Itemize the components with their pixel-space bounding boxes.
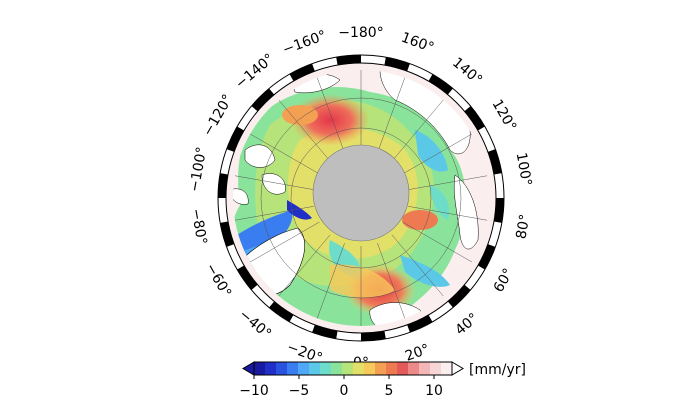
frame-tick-segment xyxy=(237,265,258,290)
meridian-line xyxy=(402,130,479,175)
colorbar: −10 −5 0 5 10 xyxy=(239,361,464,399)
meridian-line xyxy=(391,94,448,162)
longitude-label: −120° xyxy=(200,92,237,139)
colorbar-swatch xyxy=(353,362,365,375)
colorbar-swatch xyxy=(276,362,288,375)
meridian-line xyxy=(408,174,489,190)
frame-tick-segment xyxy=(269,301,294,322)
colorbar-tick-label: −5 xyxy=(289,383,310,399)
frame-tick-segment xyxy=(312,324,338,339)
meridian-line xyxy=(402,221,479,266)
frame-tick-segment xyxy=(487,149,502,175)
frame-tick-segment xyxy=(477,244,496,270)
colorbar-swatch xyxy=(430,362,442,375)
longitude-label: −40° xyxy=(236,307,274,343)
longitude-label: −180° xyxy=(338,25,383,41)
graticule xyxy=(233,70,489,326)
longitude-label: −100° xyxy=(187,146,211,194)
frame-tick-segment xyxy=(220,221,235,247)
colorbar-tick-label: 0 xyxy=(340,383,349,399)
colorbar-swatch xyxy=(419,362,431,375)
colorbar-frame xyxy=(253,361,453,376)
parallel-circle xyxy=(260,97,462,299)
map-frame-ticks xyxy=(218,55,504,341)
longitude-label: 160° xyxy=(399,30,436,57)
meridian-line xyxy=(233,174,314,190)
frame-tick-segment xyxy=(464,106,485,131)
meridian-line xyxy=(377,243,408,325)
longitude-label: −160° xyxy=(280,28,328,59)
colorbar-swatch xyxy=(309,362,321,375)
longitude-label: −140° xyxy=(232,51,277,92)
colorbar-swatch xyxy=(375,362,387,375)
frame-tick-segment xyxy=(289,63,315,82)
frame-tick-segment xyxy=(226,126,245,152)
colorbar-tick-label: 10 xyxy=(425,383,443,399)
colorbar-swatch xyxy=(397,362,409,375)
colorbar-swatch xyxy=(287,362,299,375)
parallel-circle xyxy=(290,127,432,269)
colorbar-swatch xyxy=(386,362,398,375)
longitude-label: −60° xyxy=(202,261,234,301)
colorbar-swatch xyxy=(408,362,420,375)
longitude-label: −80° xyxy=(187,207,209,246)
frame-tick-segment xyxy=(360,330,386,341)
frame-tick-segment xyxy=(384,57,410,72)
meridian-line xyxy=(408,206,489,222)
longitude-label: 100° xyxy=(513,151,535,187)
colorbar-swatch xyxy=(364,362,376,375)
longitude-label: 120° xyxy=(489,97,520,134)
longitude-label: 40° xyxy=(452,310,481,338)
frame-tick-segment xyxy=(407,314,433,333)
colorbar-tick-label: −10 xyxy=(239,383,269,399)
colorbar-min-triangle xyxy=(242,361,255,376)
colorbar-tick-label: 5 xyxy=(385,383,394,399)
frame-tick-segment xyxy=(218,173,229,199)
meridian-line xyxy=(377,71,408,153)
frame-tick-segment xyxy=(336,55,362,66)
frame-tick-segment xyxy=(428,74,453,95)
colorbar-swatch xyxy=(298,362,310,375)
colorbar-max-triangle xyxy=(451,361,464,376)
longitude-label: 140° xyxy=(449,55,485,89)
longitude-label: 80° xyxy=(513,213,533,240)
colorbar-swatch xyxy=(342,362,354,375)
meridian-line xyxy=(314,243,345,325)
ocean-field xyxy=(233,70,489,326)
meridian-line xyxy=(314,71,345,153)
colorbar-swatch xyxy=(265,362,277,375)
meridian-line xyxy=(243,221,320,266)
colorbar-swatch xyxy=(331,362,343,375)
colorbar-swatch xyxy=(320,362,332,375)
meridian-line xyxy=(274,94,331,162)
frame-tick-segment xyxy=(251,88,275,112)
meridian-line xyxy=(243,130,320,175)
pole-hole xyxy=(312,144,410,242)
colorbar-swatch xyxy=(254,362,266,375)
frame-tick-segment xyxy=(447,284,471,308)
colorbar-unit-label: [mm/yr] xyxy=(469,362,526,378)
meridian-line xyxy=(274,234,331,302)
frame-tick-segment xyxy=(493,197,504,223)
meridian-line xyxy=(391,234,448,302)
meridian-line xyxy=(233,206,314,222)
longitude-label: 60° xyxy=(491,266,517,296)
longitude-label: 20° xyxy=(403,341,432,365)
colorbar-swatch xyxy=(441,362,453,375)
